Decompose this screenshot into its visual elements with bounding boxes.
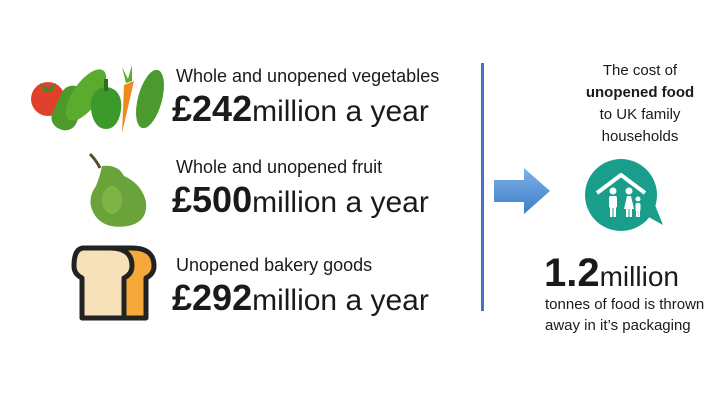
bakery-amount-unit: million a year xyxy=(252,284,429,317)
bakery-amount-value: £292 xyxy=(172,277,253,318)
waste-stat-value: 1.2 xyxy=(544,251,600,295)
cost-line-4: households xyxy=(601,128,679,145)
vegetables-amount-value: £242 xyxy=(172,88,253,129)
vegetables-amount: £242million a year xyxy=(172,91,429,127)
cost-line-1: The cost of xyxy=(602,62,678,79)
waste-stat-unit: million xyxy=(599,261,679,292)
waste-stat: 1.2million xyxy=(544,253,679,293)
bread-icon xyxy=(71,245,157,321)
waste-stat-description: tonnes of food is thrown away in it’s pa… xyxy=(545,296,705,334)
cost-line-bold: unopened food xyxy=(585,84,695,101)
fruit-amount-unit: million a year xyxy=(252,186,429,219)
vegetables-row: Whole and unopened vegetables £242millio… xyxy=(0,55,480,145)
fruit-amount-value: £500 xyxy=(172,179,253,220)
bakery-amount: £292million a year xyxy=(172,280,429,316)
fruit-row: Whole and unopened fruit £500million a y… xyxy=(0,146,480,236)
vegetables-amount-unit: million a year xyxy=(252,95,429,128)
cost-description: The cost of unopened food to UK family h… xyxy=(560,60,720,148)
bakery-row: Unopened bakery goods £292million a year xyxy=(0,244,480,334)
vegetables-icon xyxy=(31,65,164,133)
fruit-amount: £500million a year xyxy=(172,182,429,218)
fruit-caption: Whole and unopened fruit xyxy=(176,157,383,177)
bakery-caption: Unopened bakery goods xyxy=(176,255,373,275)
family-house-icon xyxy=(585,159,663,231)
right-arrow-icon xyxy=(494,168,550,214)
vegetables-caption: Whole and unopened vegetables xyxy=(176,66,440,86)
pear-icon xyxy=(88,152,147,227)
cost-line-3: to UK family xyxy=(599,106,681,123)
vertical-divider xyxy=(481,63,484,311)
